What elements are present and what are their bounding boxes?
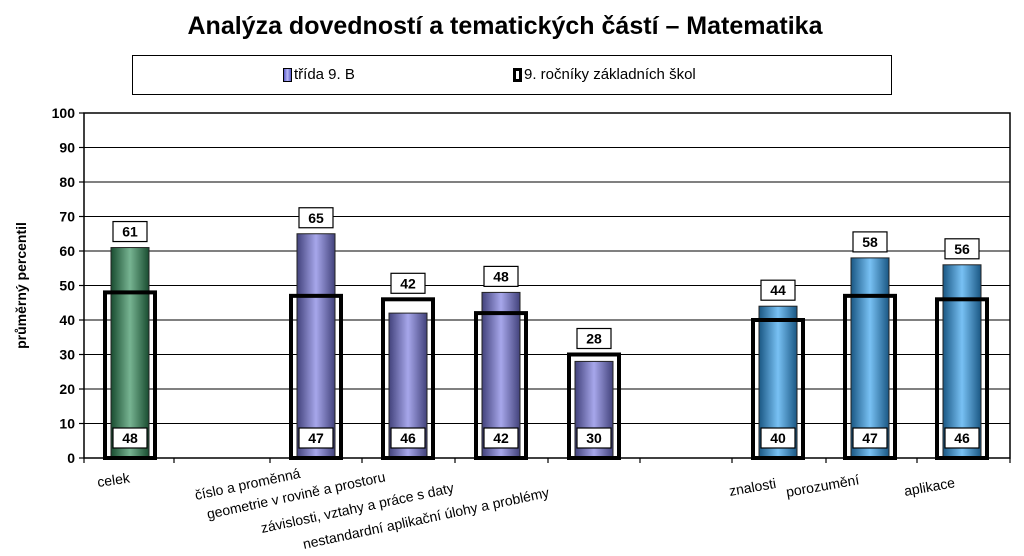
value-label-box <box>944 427 980 449</box>
chart-title: Analýza dovedností a tematických částí –… <box>187 12 823 40</box>
value-label-box <box>576 427 612 449</box>
y-tick-label: 70 <box>59 209 75 225</box>
bar-schools <box>567 352 621 460</box>
legend-swatch-schools <box>513 67 522 82</box>
legend-item-class: třída 9. B <box>283 66 355 83</box>
legend-label-schools: 9. ročníky základních škol <box>524 66 696 83</box>
value-label-schools: 47 <box>862 430 878 446</box>
legend-label-class: třída 9. B <box>294 66 355 83</box>
value-label-box <box>298 427 334 449</box>
y-tick-label: 0 <box>67 450 75 466</box>
value-label-class: 44 <box>770 282 786 298</box>
y-axis-label: průměrný percentil <box>13 222 29 349</box>
legend-swatch-class <box>283 67 292 82</box>
value-label-box <box>112 427 148 449</box>
y-tick-label: 90 <box>59 140 75 156</box>
y-tick-label: 30 <box>59 347 75 363</box>
value-label-class: 56 <box>954 241 970 257</box>
value-label-schools: 40 <box>770 430 786 446</box>
bar-schools <box>381 297 435 460</box>
value-label-class: 42 <box>400 275 416 291</box>
category-label: aplikace <box>903 474 957 499</box>
legend-item-schools: 9. ročníky základních škol <box>513 66 696 83</box>
y-tick-label: 100 <box>52 105 76 121</box>
y-tick-label: 20 <box>59 381 75 397</box>
value-label-box <box>390 272 426 294</box>
value-label-schools: 48 <box>122 430 138 446</box>
bar-class <box>296 233 336 459</box>
value-label-schools: 47 <box>308 430 324 446</box>
value-label-box <box>483 427 519 449</box>
y-tick-label: 50 <box>59 278 75 294</box>
value-label-class: 48 <box>493 268 509 284</box>
value-label-schools: 46 <box>400 430 416 446</box>
bar-schools <box>289 293 343 460</box>
value-label-class: 61 <box>122 224 138 240</box>
value-label-box <box>944 238 980 260</box>
bar-schools <box>843 293 897 460</box>
y-tick-label: 60 <box>59 243 75 259</box>
value-label-box <box>390 427 426 449</box>
bar-class <box>110 247 150 459</box>
bar-class <box>942 264 982 459</box>
legend: třída 9. B 9. ročníky základních škol <box>132 55 892 95</box>
category-label: porozumění <box>785 471 861 500</box>
value-label-box <box>852 231 888 253</box>
bar-schools <box>935 297 989 460</box>
value-label-box <box>760 279 796 301</box>
value-label-class: 28 <box>586 331 602 347</box>
y-tick-label: 80 <box>59 174 75 190</box>
value-label-schools: 46 <box>954 430 970 446</box>
y-tick-label: 10 <box>59 416 75 432</box>
category-label: celek <box>96 469 132 490</box>
value-label-box <box>483 265 519 287</box>
value-label-box <box>760 427 796 449</box>
category-label: znalosti <box>728 475 778 499</box>
bar-class <box>850 257 890 459</box>
bar-schools <box>103 290 157 460</box>
bar-schools <box>474 311 528 460</box>
value-label-schools: 42 <box>493 430 509 446</box>
value-label-schools: 30 <box>586 430 602 446</box>
value-label-class: 58 <box>862 234 878 250</box>
bar-schools <box>751 318 805 460</box>
value-label-box <box>112 220 148 243</box>
value-label-box <box>576 327 612 350</box>
value-label-box <box>298 207 334 229</box>
value-label-box <box>852 427 888 449</box>
y-tick-label: 40 <box>59 312 75 328</box>
value-label-class: 65 <box>308 210 324 226</box>
